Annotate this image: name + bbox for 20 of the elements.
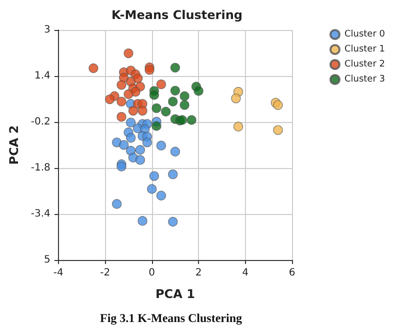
y-tick-label: 3: [44, 24, 50, 36]
x-tick-label: -4: [53, 268, 64, 278]
y-tick-label: 1.4: [34, 70, 50, 82]
chart-title: K-Means Clustering: [112, 8, 242, 22]
legend-label: Cluster 3: [344, 74, 385, 84]
y-tick-label: 5: [44, 254, 50, 266]
legend-label: Cluster 0: [344, 30, 386, 40]
legend-label: Cluster 2: [344, 60, 385, 70]
y-tick-label: -3.4: [30, 208, 50, 220]
x-tick-label: 0: [148, 268, 156, 278]
x-tick-label: 6: [288, 268, 296, 278]
x-axis-title: PCA 1: [155, 287, 195, 301]
legend-label: Cluster 1: [344, 44, 385, 54]
x-tick-label: -2: [100, 268, 110, 278]
y-axis-title: PCA 2: [7, 125, 21, 165]
y-tick-label: -0.2: [30, 116, 50, 128]
caption: Fig 3.1 K-Means Clustering: [100, 311, 242, 325]
x-tick-label: 4: [242, 268, 248, 278]
y-tick-label: -1.8: [30, 162, 50, 174]
x-tick-label: 2: [195, 268, 202, 278]
